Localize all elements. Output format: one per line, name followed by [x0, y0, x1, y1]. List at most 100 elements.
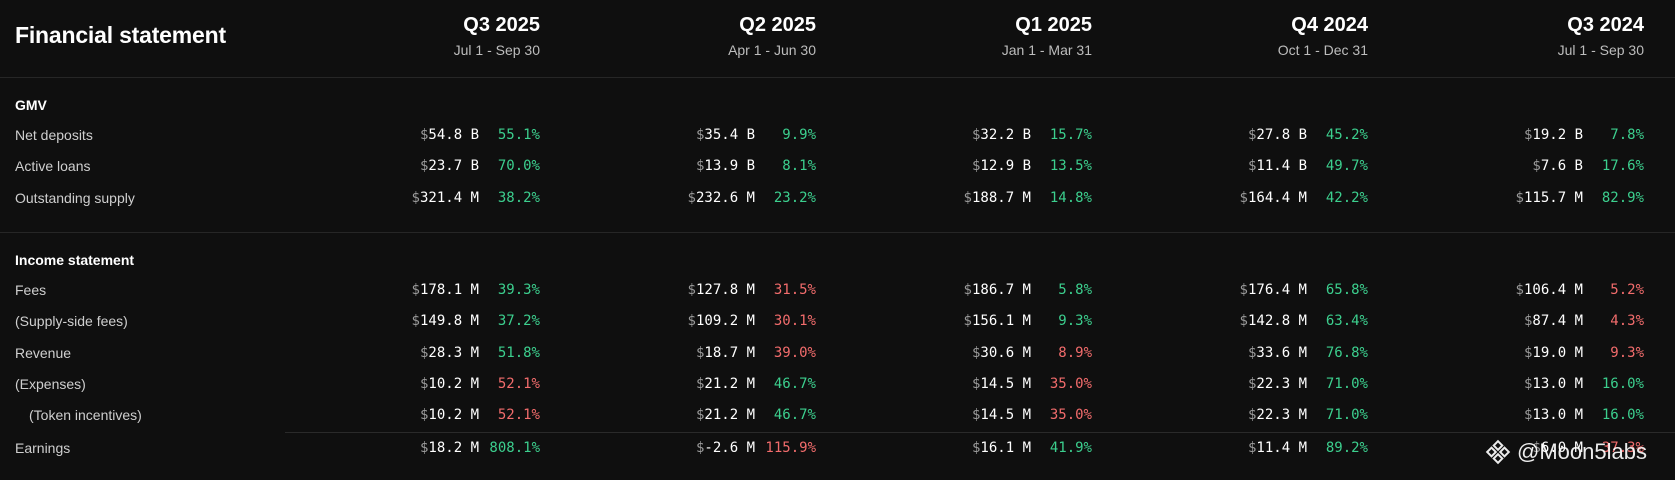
column-header: Q3 2025 Jul 1 - Sep 30: [280, 14, 540, 58]
value-number: 13.9 B: [704, 158, 755, 175]
metric-value: $22.3 M: [1248, 376, 1307, 392]
change-percent: 31.5%: [773, 282, 816, 298]
metric-value: $188.7 M: [964, 190, 1031, 206]
change-percent: 63.4%: [1325, 313, 1368, 330]
value-number: 14.5 M: [980, 407, 1031, 424]
currency-symbol: $: [1515, 282, 1524, 298]
currency-symbol: $: [971, 407, 981, 424]
metric-cell: $6.0 M 37.3%: [1384, 440, 1644, 460]
row-label: Revenue: [15, 344, 72, 361]
value-number: 106.4 M: [1523, 282, 1583, 298]
currency-symbol: $: [419, 344, 429, 361]
metric-cell: $30.6 M 8.9%: [832, 345, 1092, 365]
currency-symbol: $: [1247, 344, 1257, 361]
currency-symbol: $: [971, 375, 981, 392]
metric-cell: $22.3 M 71.0%: [1108, 376, 1368, 396]
currency-symbol: $: [1523, 375, 1533, 392]
metric-value: $21.2 M: [696, 407, 755, 423]
metric-value: $109.2 M: [688, 313, 755, 329]
currency-symbol: $: [687, 313, 696, 330]
section-title: GMV: [15, 97, 47, 113]
currency-symbol: $: [695, 407, 705, 424]
value-number: 321.4 M: [419, 189, 479, 206]
metric-value: $178.1 M: [412, 282, 479, 298]
metric-cell: $321.4 M 38.2%: [280, 190, 540, 210]
metric-value: $6.0 M: [1532, 440, 1583, 456]
currency-symbol: $: [1247, 127, 1257, 143]
metric-cell: $178.1 M 39.3%: [280, 282, 540, 302]
currency-symbol: $: [1247, 375, 1257, 392]
value-number: 12.9 B: [980, 158, 1031, 175]
metric-value: $115.7 M: [1516, 190, 1583, 206]
row-label: Earnings: [15, 439, 71, 456]
metric-value: $27.8 B: [1248, 127, 1307, 143]
metric-value: $176.4 M: [1240, 282, 1307, 298]
change-percent: 16.0%: [1601, 375, 1644, 392]
value-number: 7.6 B: [1540, 158, 1583, 175]
currency-symbol: $: [419, 158, 429, 175]
column-header: Q4 2024 Oct 1 - Dec 31: [1108, 14, 1368, 58]
currency-symbol: $: [419, 439, 429, 456]
metric-cell: $16.1 M 41.9%: [832, 440, 1092, 460]
metric-cell: $-2.6 M 115.9%: [556, 440, 816, 460]
change-percent: 14.8%: [1049, 189, 1092, 206]
metric-value: $35.4 B: [696, 127, 755, 143]
metric-value: $106.4 M: [1516, 282, 1583, 298]
currency-symbol: $: [1515, 189, 1524, 206]
metric-value: $127.8 M: [688, 282, 755, 298]
currency-symbol: $: [695, 158, 705, 175]
currency-symbol: $: [695, 127, 705, 143]
change-percent: 71.0%: [1325, 407, 1368, 424]
currency-symbol: $: [1523, 407, 1533, 424]
metric-value: $18.7 M: [696, 345, 755, 361]
value-number: 87.4 M: [1532, 313, 1583, 330]
change-percent: 5.2%: [1610, 282, 1644, 298]
change-percent: 46.7%: [773, 375, 816, 392]
currency-symbol: $: [695, 344, 705, 361]
value-number: 28.3 M: [428, 344, 479, 361]
metric-value: $7.6 B: [1532, 158, 1583, 174]
change-percent: 9.3%: [1058, 313, 1092, 330]
change-percent: 15.7%: [1049, 127, 1092, 143]
metric-cell: $11.4 B 49.7%: [1108, 158, 1368, 178]
change-percent: 37.3%: [1601, 439, 1644, 456]
metric-value: $32.2 B: [972, 127, 1031, 143]
change-percent: 42.2%: [1325, 189, 1368, 206]
metric-value: $87.4 M: [1524, 313, 1583, 329]
change-percent: 49.7%: [1325, 158, 1368, 175]
row-label: Outstanding supply: [15, 189, 135, 206]
metric-cell: $127.8 M 31.5%: [556, 282, 816, 302]
currency-symbol: $: [419, 375, 429, 392]
value-number: 13.0 M: [1532, 375, 1583, 392]
date-range: Jul 1 - Sep 30: [1557, 42, 1644, 58]
change-percent: 38.2%: [497, 189, 540, 206]
change-percent: 55.1%: [497, 127, 540, 143]
value-number: 32.2 B: [980, 127, 1031, 143]
currency-symbol: $: [695, 375, 705, 392]
metric-value: $16.1 M: [972, 440, 1031, 456]
metric-value: $28.3 M: [420, 345, 479, 361]
value-number: 115.7 M: [1523, 189, 1583, 206]
metric-cell: $232.6 M 23.2%: [556, 190, 816, 210]
change-percent: 76.8%: [1325, 344, 1368, 361]
metric-value: $12.9 B: [972, 158, 1031, 174]
value-number: 21.2 M: [704, 375, 755, 392]
value-number: 19.0 M: [1532, 344, 1583, 361]
change-percent: 9.3%: [1610, 344, 1644, 361]
change-percent: 39.3%: [497, 282, 540, 298]
metric-cell: $115.7 M 82.9%: [1384, 190, 1644, 210]
value-number: 54.8 B: [428, 127, 479, 143]
metric-cell: $23.7 B 70.0%: [280, 158, 540, 178]
metric-value: $149.8 M: [412, 313, 479, 329]
total-divider: [285, 431, 1675, 433]
metric-value: $18.2 M: [420, 440, 479, 456]
quarter-label: Q2 2025: [739, 14, 816, 36]
metric-cell: $54.8 B 55.1%: [280, 127, 540, 147]
change-percent: 35.0%: [1049, 407, 1092, 424]
change-percent: 52.1%: [497, 407, 540, 424]
value-number: 6.0 M: [1540, 439, 1583, 456]
row-label: Fees: [15, 282, 47, 298]
column-header: Q2 2025 Apr 1 - Jun 30: [556, 14, 816, 58]
section-title: Income statement: [15, 252, 135, 268]
currency-symbol: $: [1247, 407, 1257, 424]
